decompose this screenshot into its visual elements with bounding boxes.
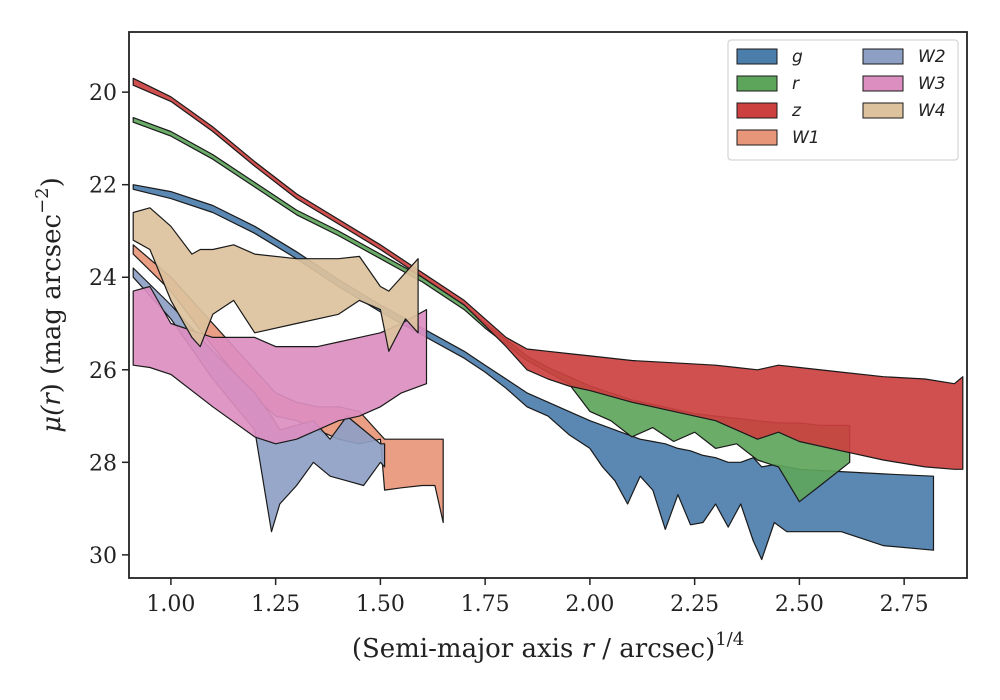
y-axis-label: μ(r) (mag arcsec−2) [32, 177, 67, 433]
x-tick-label: 1.00 [146, 592, 195, 617]
legend-swatch-g [736, 48, 778, 65]
legend-label-W1: W1 [792, 128, 820, 148]
legend-label-W3: W3 [918, 74, 946, 94]
legend-swatch-z [736, 102, 778, 119]
y-tick-label: 26 [89, 359, 117, 384]
x-tick-label: 2.50 [775, 592, 824, 617]
legend-swatch-W1 [736, 129, 778, 146]
bands-layer [132, 77, 964, 561]
legend-swatch-r [736, 75, 778, 92]
band-W3 [132, 285, 428, 445]
legend-frame [727, 39, 959, 161]
y-tick-label: 28 [89, 451, 117, 476]
legend-swatch-W4 [862, 102, 904, 119]
x-axis-ticks: 1.00 1.25 1.50 1.75 2.00 2.25 2.50 2.75 [146, 578, 929, 617]
y-tick-label: 30 [89, 544, 117, 569]
y-tick-label: 24 [89, 266, 117, 291]
legend-swatch-W3 [862, 75, 904, 92]
band-W4 [132, 207, 419, 352]
legend-label-g: g [792, 47, 803, 67]
plot-frame [128, 31, 968, 579]
y-axis-ticks: 20 22 24 26 28 30 [89, 81, 129, 569]
x-tick-label: 1.25 [251, 592, 300, 617]
x-tick-label: 2.00 [565, 592, 614, 617]
x-axis-label: (Semi-major axis r / arcsec)1/4 [352, 629, 744, 664]
legend-label-W4: W4 [918, 101, 946, 121]
y-tick-label: 20 [89, 81, 117, 106]
x-tick-label: 1.50 [356, 592, 405, 617]
x-tick-label: 2.25 [670, 592, 719, 617]
x-tick-label: 2.75 [880, 592, 929, 617]
band-z [132, 77, 964, 470]
legend: grz W1 W2 W3 W4 [727, 39, 959, 161]
y-tick-label: 22 [89, 174, 117, 199]
legend-label-r: r [792, 74, 800, 94]
legend-label-z: z [791, 101, 802, 121]
x-tick-label: 1.75 [461, 592, 510, 617]
legend-swatch-W2 [862, 48, 904, 65]
legend-label-W2: W2 [918, 47, 946, 67]
